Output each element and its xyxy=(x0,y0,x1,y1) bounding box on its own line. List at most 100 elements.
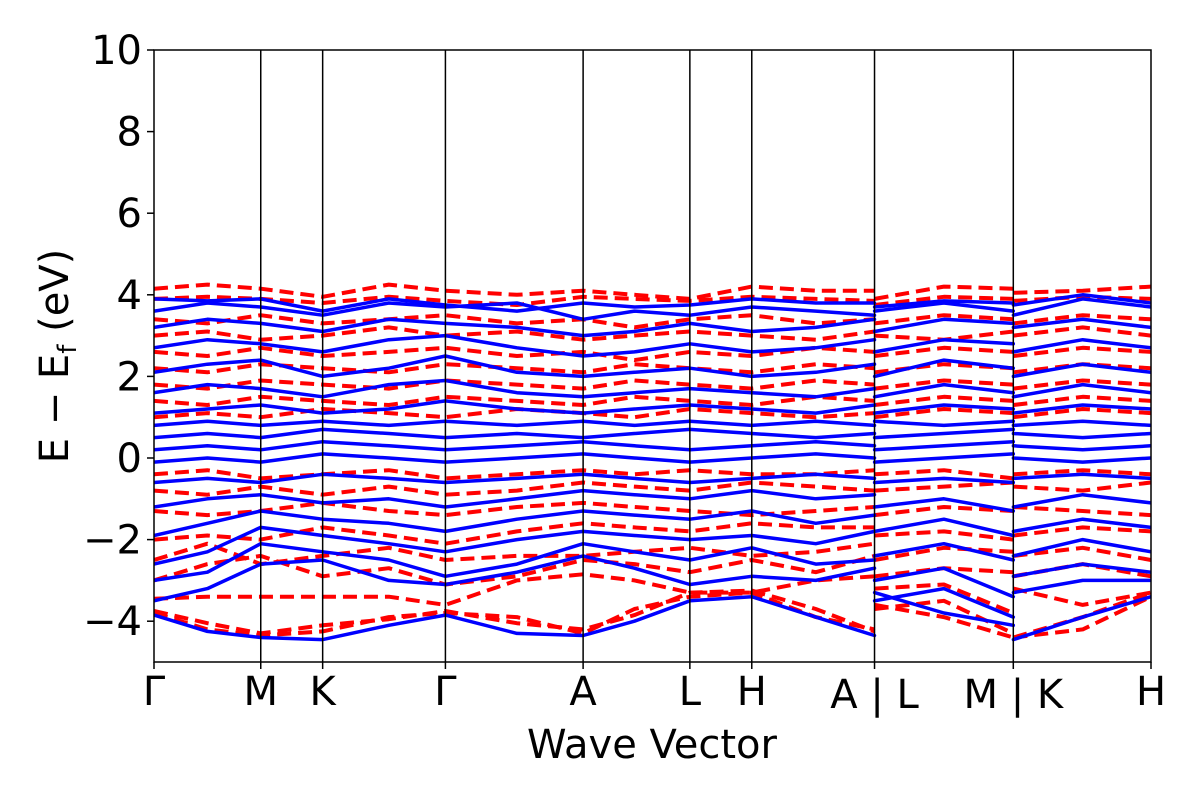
solid-band-5-seg-1 xyxy=(872,497,1016,513)
y-axis-label-unit: (eV) xyxy=(32,249,78,345)
solid-band-7-seg-1 xyxy=(872,452,1016,464)
x-tick-label: Γ xyxy=(143,669,166,715)
dashed-band-8-seg-1 xyxy=(874,468,1014,481)
solid-band-11-seg-1 xyxy=(872,403,1016,415)
dashed-band-11-seg-1 xyxy=(874,378,1014,391)
dashed-band-1-seg-0 xyxy=(154,590,875,638)
solid-band-8-seg-0 xyxy=(154,439,877,452)
dashed-band-5-seg-2 xyxy=(1013,525,1151,538)
solid-band-11-seg-2 xyxy=(1011,403,1151,415)
x-axis-label: Wave Vector xyxy=(527,722,778,768)
solid-band-16-seg-2 xyxy=(1011,297,1151,317)
dashed-band-2-seg-2 xyxy=(1012,586,1151,607)
x-tick-label: K xyxy=(310,669,338,715)
dashed-band-0-seg-1 xyxy=(874,602,1014,640)
dashed-band-1-seg-2 xyxy=(1013,594,1151,640)
x-tick-label: L xyxy=(679,669,702,715)
solid-band-3-seg-2 xyxy=(1011,537,1151,558)
dashed-band-16-seg-2 xyxy=(1013,294,1151,303)
solid-band-14-seg-1 xyxy=(872,337,1016,354)
dashed-band-13-seg-2 xyxy=(1013,345,1151,358)
y-tick-label: 4 xyxy=(117,273,142,319)
y-axis-ticks: −4 −2 0 2 4 6 8 10 xyxy=(83,28,154,645)
y-tick-label: −4 xyxy=(83,599,142,645)
y-tick-label: 8 xyxy=(117,110,142,156)
solid-band-8-seg-1 xyxy=(872,439,1016,452)
dashed-band-9-seg-2 xyxy=(1013,407,1151,420)
dashed-band-10-seg-1 xyxy=(874,394,1014,407)
dashed-band-6-seg-2 xyxy=(1013,505,1151,518)
solid-band-1-seg-1 xyxy=(872,586,1016,619)
solid-band-2-seg-1 xyxy=(872,566,1016,599)
solid-band-6-seg-1 xyxy=(872,476,1016,485)
solid-band-10-seg-2 xyxy=(1011,419,1151,428)
y-tick-label: −2 xyxy=(83,518,142,564)
solid-band-4-seg-1 xyxy=(872,517,1016,538)
solid-band-8-seg-2 xyxy=(1011,444,1151,452)
dashed-band-7-seg-1 xyxy=(874,480,1014,493)
plot-frame xyxy=(153,49,1152,663)
solid-band-17-seg-2 xyxy=(1011,293,1151,307)
dashed-band-17-seg-1 xyxy=(874,284,1014,301)
solid-band-7-seg-0 xyxy=(154,452,877,464)
y-axis-label: E − Ef (eV) xyxy=(32,249,83,464)
dashed-band-6-seg-1 xyxy=(874,505,1014,518)
dashed-band-9-seg-1 xyxy=(874,407,1014,420)
solid-band-2-seg-2 xyxy=(1011,562,1151,579)
dashed-band-1-seg-1 xyxy=(874,598,1015,636)
solid-band-0-seg-2 xyxy=(1011,594,1151,642)
dashed-band-4-seg-0 xyxy=(154,541,875,567)
solid-band-15-seg-2 xyxy=(1011,317,1151,330)
x-tick-label: A | L xyxy=(830,672,919,718)
solid-band-12-seg-2 xyxy=(1011,382,1151,399)
dashed-band-16-seg-1 xyxy=(874,294,1014,307)
dashed-band-4-seg-2 xyxy=(1013,545,1151,562)
x-tick-label: A xyxy=(569,669,597,715)
dashed-band-11-seg-2 xyxy=(1013,378,1151,391)
x-tick-label: M | K xyxy=(963,672,1064,718)
solid-band-7-seg-2 xyxy=(1011,456,1151,464)
solid-band-9-seg-2 xyxy=(1011,431,1151,440)
solid-band-17-seg-1 xyxy=(872,299,1016,309)
solid-band-13-seg-1 xyxy=(872,358,1016,379)
solid-band-1-seg-2 xyxy=(1011,578,1151,595)
solid-band-14-seg-2 xyxy=(1011,337,1151,354)
dashed-band-8-seg-2 xyxy=(1013,468,1151,477)
solid-band-4-seg-2 xyxy=(1011,517,1151,534)
y-tick-label: 10 xyxy=(91,28,142,74)
solid-band-15-seg-1 xyxy=(872,317,1016,334)
y-axis-label-main: E − E xyxy=(32,354,78,464)
x-tick-label: H xyxy=(737,669,767,715)
dashed-band-4-seg-1 xyxy=(874,545,1014,562)
solid-band-9-seg-0 xyxy=(154,427,877,440)
solid-band-6-seg-2 xyxy=(1011,472,1151,481)
solid-band-5-seg-2 xyxy=(1011,492,1151,509)
dashed-band-15-seg-1 xyxy=(874,313,1014,326)
dashed-band-10-seg-2 xyxy=(1013,394,1151,407)
dashed-band-14-seg-2 xyxy=(1013,325,1151,338)
solid-band-3-seg-1 xyxy=(872,541,1016,562)
solid-band-10-seg-0 xyxy=(154,419,877,428)
y-tick-label: 0 xyxy=(117,436,142,482)
kpoint-separators xyxy=(259,50,1015,662)
solid-band-13-seg-2 xyxy=(1011,362,1151,379)
solid-band-10-seg-1 xyxy=(872,419,1016,428)
x-tick-label: M xyxy=(243,669,278,715)
y-tick-label: 2 xyxy=(117,354,142,400)
dashed-band-2-seg-1 xyxy=(874,582,1015,615)
solid-band-9-seg-1 xyxy=(872,427,1016,440)
dashed-band-15-seg-2 xyxy=(1013,313,1151,326)
x-tick-label: Γ xyxy=(434,669,457,715)
x-tick-label: H xyxy=(1136,669,1166,715)
dashed-band-17-seg-2 xyxy=(1013,284,1151,295)
solid-band-5-seg-0 xyxy=(154,488,877,509)
solid-band-16-seg-1 xyxy=(872,301,1016,313)
dashed-band-5-seg-1 xyxy=(874,529,1014,542)
dashed-band-7-seg-2 xyxy=(1013,480,1151,493)
dashed-band-13-seg-1 xyxy=(874,345,1014,358)
solid-band-12-seg-1 xyxy=(872,382,1016,399)
y-tick-label: 6 xyxy=(117,191,142,237)
y-axis-label-subscript: f xyxy=(53,344,83,354)
